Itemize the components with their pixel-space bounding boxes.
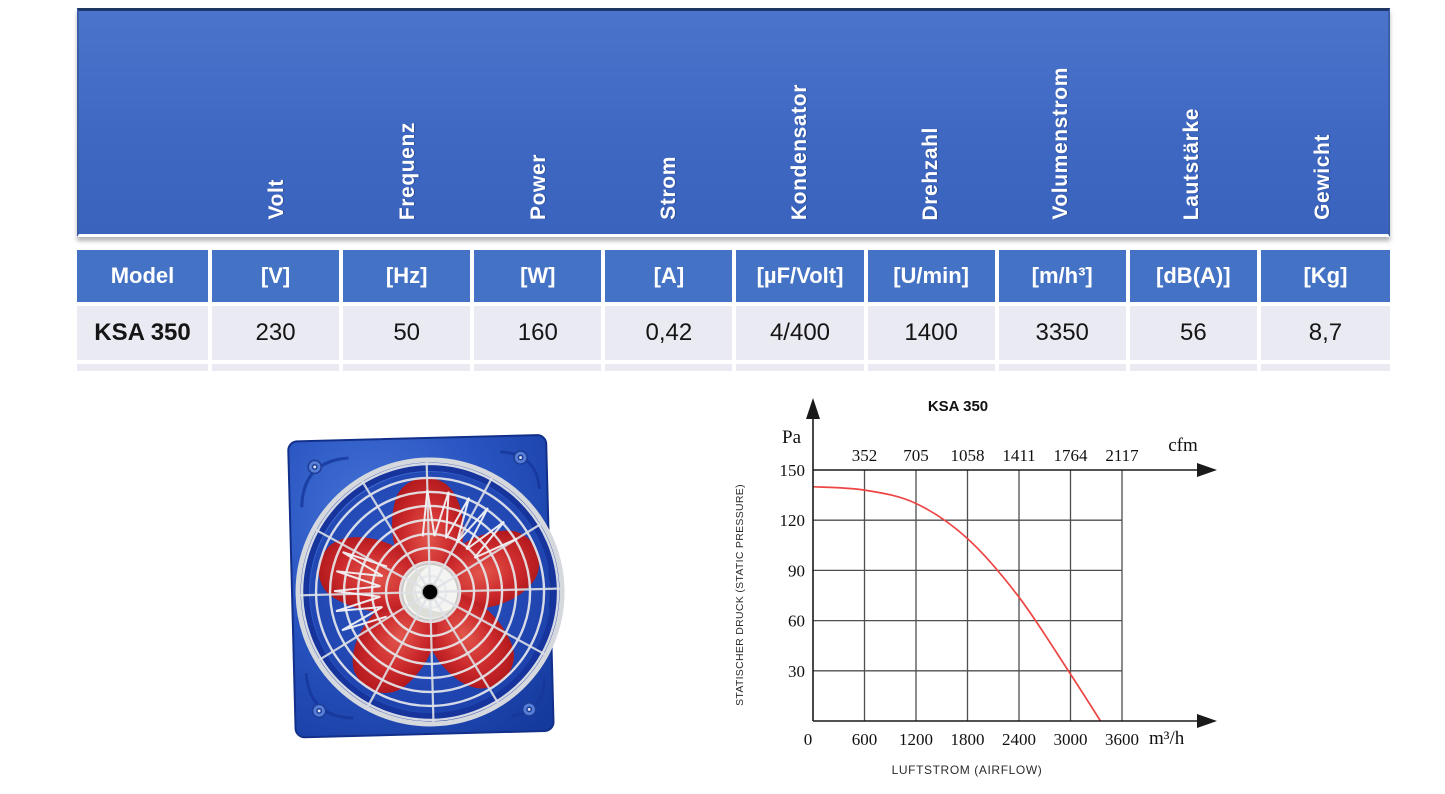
rotated-header-label: Power — [526, 153, 550, 220]
data-cell-gewicht: 8,7 — [1260, 306, 1390, 360]
rotated-header-label: Volumenstrom — [1049, 67, 1073, 220]
x-tick-label: 0 — [804, 730, 813, 749]
chart-dynamic-layer: 30 60 90 120 150 0 600 1200 1800 2400 3000 3600 352 7… — [780, 446, 1140, 749]
rotated-header-volt: Volt — [212, 11, 343, 234]
unit-cell-model: Model — [77, 250, 208, 302]
table-bottom-strip — [77, 364, 1390, 371]
rotated-header-drehzahl: Drehzahl — [865, 11, 996, 234]
rotated-header-gewicht: Gewicht — [1257, 11, 1388, 234]
unit-cell-uf-volt: [µF/Volt] — [736, 250, 864, 302]
rotated-header-label: Gewicht — [1310, 134, 1334, 220]
unit-cell-kg: [Kg] — [1260, 250, 1390, 302]
data-cell-frequenz: 50 — [343, 306, 471, 360]
bottom-unit-label: m³/h — [1149, 728, 1185, 749]
rotated-header-label: Frequenz — [395, 121, 419, 220]
y-axis-caption: STATISCHER DRUCK (STATIC PRESSURE) — [734, 484, 746, 706]
fan-performance-chart: 30 60 90 120 150 0 600 1200 1800 2400 3000 3600 352 7… — [725, 393, 1235, 789]
cfm-tick-label: 1058 — [951, 446, 985, 465]
x-tick-label: 3600 — [1105, 730, 1139, 749]
rotated-header-label: Strom — [657, 156, 681, 220]
y-tick-label: 90 — [788, 561, 805, 580]
cfm-tick-label: 1411 — [1002, 446, 1035, 465]
units-row: Model [V] [Hz] [W] [A] [µF/Volt] [U/min]… — [77, 250, 1390, 302]
rotated-header-label: Lautstärke — [1179, 107, 1203, 220]
rotated-header-strom: Strom — [604, 11, 735, 234]
fan-curve — [812, 485, 1102, 722]
cfm-tick-label: 705 — [903, 446, 929, 465]
data-cell-lautstaerke: 56 — [1129, 306, 1257, 360]
unit-cell-hz: [Hz] — [343, 250, 471, 302]
x-tick-label: 2400 — [1002, 730, 1036, 749]
y-tick-label: 150 — [780, 461, 806, 480]
unit-cell-a: [A] — [605, 250, 733, 302]
rotated-header-spacer — [79, 11, 212, 234]
data-cell-power: 160 — [474, 306, 602, 360]
cfm-tick-label: 352 — [852, 446, 878, 465]
rotated-header-lautstaerke: Lautstärke — [1127, 11, 1258, 234]
chart-title: KSA 350 — [928, 398, 988, 415]
cfm-tick-label: 1764 — [1054, 446, 1089, 465]
y-tick-label: 60 — [788, 612, 805, 631]
unit-cell-w: [W] — [474, 250, 602, 302]
rotated-header-label: Volt — [265, 179, 289, 220]
data-row: KSA 350 230 50 160 0,42 4/400 1400 3350 … — [77, 306, 1390, 360]
unit-cell-m3h: [m/h³] — [998, 250, 1126, 302]
fan-corner-screws — [307, 450, 537, 719]
unit-cell-dba: [dB(A)] — [1129, 250, 1257, 302]
rotated-header-power: Power — [473, 11, 604, 234]
data-cell-kondensator: 4/400 — [736, 306, 864, 360]
x-tick-label: 1200 — [899, 730, 933, 749]
rotated-header-frequenz: Frequenz — [343, 11, 474, 234]
rotated-header-band: Volt Frequenz Power Strom Kondensator Dr… — [77, 8, 1390, 237]
x-axis-arrow-icon — [1197, 714, 1217, 728]
y-tick-label: 120 — [780, 511, 806, 530]
fan-grille — [295, 457, 565, 727]
data-cell-volumenstrom: 3350 — [998, 306, 1126, 360]
unit-cell-v: [V] — [212, 250, 340, 302]
unit-cell-u-min: [U/min] — [867, 250, 995, 302]
x-axis-caption: LUFTSTROM (AIRFLOW) — [892, 763, 1043, 777]
x-tick-label: 3000 — [1054, 730, 1088, 749]
x-tick-label: 600 — [852, 730, 878, 749]
rotated-header-label: Drehzahl — [918, 126, 942, 221]
data-cell-drehzahl: 1400 — [867, 306, 995, 360]
rotated-header-kondensator: Kondensator — [735, 11, 866, 234]
rotated-header-volumenstrom: Volumenstrom — [996, 11, 1127, 234]
fan-product-image — [278, 430, 578, 750]
top-axis-arrow-icon — [1197, 463, 1217, 477]
fan-illustration — [287, 434, 565, 739]
cfm-tick-label: 2117 — [1105, 446, 1139, 465]
y-unit-label: Pa — [782, 427, 802, 448]
chart-canvas: 30 60 90 120 150 0 600 1200 1800 2400 3000 3600 352 7… — [734, 398, 1217, 777]
top-unit-label: cfm — [1168, 435, 1198, 456]
data-cell-volt: 230 — [212, 306, 340, 360]
x-tick-label: 1800 — [951, 730, 985, 749]
y-tick-label: 30 — [788, 662, 805, 681]
data-cell-model: KSA 350 — [77, 306, 208, 360]
y-axis-arrow-icon — [806, 398, 820, 419]
data-cell-strom: 0,42 — [605, 306, 733, 360]
spec-table: Volt Frequenz Power Strom Kondensator Dr… — [77, 8, 1390, 371]
rotated-header-label: Kondensator — [787, 83, 811, 220]
